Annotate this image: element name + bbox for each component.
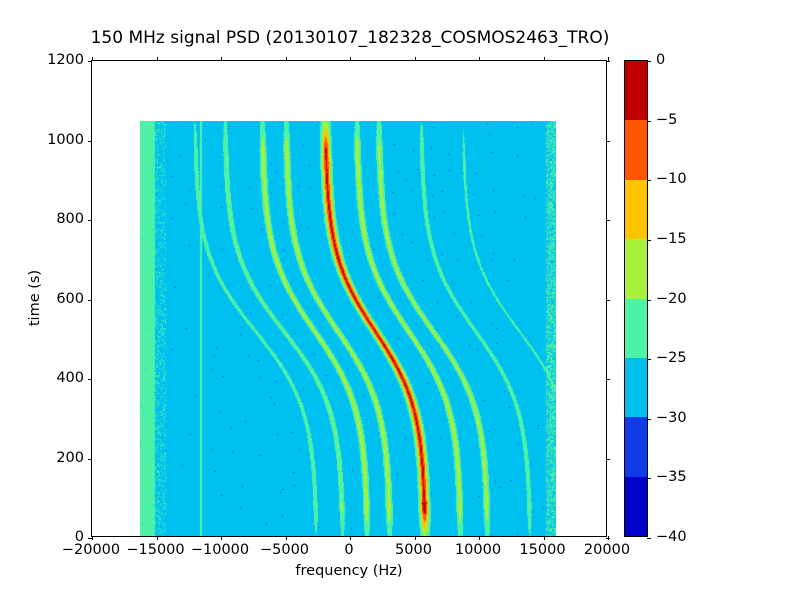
x-tick-mark xyxy=(414,536,416,540)
x-tick-mark xyxy=(479,536,480,540)
colorbar-tick-label: −20 xyxy=(656,290,687,307)
colorbar-band xyxy=(625,61,647,121)
x-tick-mark xyxy=(92,57,93,61)
y-tick-mark xyxy=(88,61,92,62)
y-tick-mark xyxy=(606,538,610,539)
colorbar-tick-mark xyxy=(647,61,651,62)
x-tick-label: 10000 xyxy=(454,542,502,558)
x-axis-title: frequency (Hz) xyxy=(295,563,403,579)
colorbar-band xyxy=(625,476,647,536)
x-tick-label: 5000 xyxy=(395,542,432,558)
x-tick-label: 0 xyxy=(344,542,354,558)
x-tick-mark xyxy=(479,57,480,61)
colorbar-tick-label: −15 xyxy=(656,230,687,247)
x-tick-mark xyxy=(350,536,351,540)
y-axis-title: time (s) xyxy=(27,269,43,327)
colorbar-tick-label: −35 xyxy=(656,469,687,486)
x-tick-mark xyxy=(92,536,93,540)
x-tick-mark xyxy=(285,536,287,540)
colorbar-band xyxy=(625,179,647,240)
x-tick-label: 15000 xyxy=(519,542,566,558)
y-tick-mark xyxy=(606,220,610,221)
x-tick-mark xyxy=(156,57,158,61)
y-tick-mark xyxy=(88,458,92,460)
y-tick-label: 0 xyxy=(74,529,84,545)
colorbar-tick-label: −10 xyxy=(656,171,687,188)
colorbar-tick-mark xyxy=(647,299,651,301)
y-tick-mark xyxy=(88,379,92,380)
colorbar-tick-mark xyxy=(647,239,651,241)
x-tick-label: −15000 xyxy=(126,542,185,558)
x-tick-mark xyxy=(350,57,351,61)
colorbar-tick-label: −30 xyxy=(656,409,687,426)
colorbar-tick-mark xyxy=(647,180,651,182)
spectrogram-axes[interactable] xyxy=(88,57,610,540)
colorbar-band xyxy=(625,357,647,418)
spectrogram-plot-area xyxy=(92,61,606,536)
y-tick-label: 1200 xyxy=(47,52,84,68)
colorbar[interactable] xyxy=(624,60,651,539)
colorbar-tick-label: −5 xyxy=(656,111,678,128)
x-tick-mark xyxy=(156,536,158,540)
colorbar-tick-mark xyxy=(647,120,651,122)
spectrogram-image xyxy=(140,121,556,536)
x-tick-mark xyxy=(221,536,222,540)
y-tick-mark xyxy=(606,379,610,380)
y-tick-mark xyxy=(88,299,92,301)
y-tick-label: 600 xyxy=(56,290,84,307)
colorbar-band xyxy=(625,120,647,180)
y-tick-mark xyxy=(88,140,92,142)
y-tick-label: 200 xyxy=(56,449,84,466)
y-tick-label: 800 xyxy=(56,211,84,227)
y-tick-mark xyxy=(88,538,92,539)
colorbar-tick-mark xyxy=(647,478,651,480)
colorbar-tick-label: −25 xyxy=(656,350,687,367)
x-tick-label: −5000 xyxy=(259,542,310,558)
colorbar-band xyxy=(625,239,647,299)
y-tick-label: 400 xyxy=(56,370,84,386)
colorbar-band xyxy=(625,417,647,477)
y-tick-label: 1000 xyxy=(47,131,84,148)
colorbar-tick-label: 0 xyxy=(656,52,666,68)
x-tick-mark xyxy=(608,57,609,61)
colorbar-band xyxy=(625,298,647,358)
colorbar-tick-mark xyxy=(647,359,651,361)
x-tick-mark xyxy=(414,57,416,61)
x-tick-label: −20000 xyxy=(61,542,121,558)
x-tick-mark xyxy=(543,57,545,61)
x-tick-mark xyxy=(543,536,545,540)
colorbar-tick-mark xyxy=(647,418,651,420)
y-tick-mark xyxy=(88,220,92,221)
y-axis-title-wrap: time (s) xyxy=(27,0,43,600)
x-tick-mark xyxy=(285,57,287,61)
y-tick-mark xyxy=(606,299,610,301)
x-tick-label: −10000 xyxy=(190,542,250,558)
y-tick-mark xyxy=(606,458,610,460)
y-tick-mark xyxy=(606,140,610,142)
y-tick-mark xyxy=(606,61,610,62)
x-tick-mark xyxy=(221,57,222,61)
colorbar-tick-label: −40 xyxy=(656,529,687,545)
x-tick-label: 20000 xyxy=(583,542,631,558)
page-title: 150 MHz signal PSD (20130107_182328_COSM… xyxy=(90,28,610,48)
colorbar-tick-mark xyxy=(647,538,651,539)
